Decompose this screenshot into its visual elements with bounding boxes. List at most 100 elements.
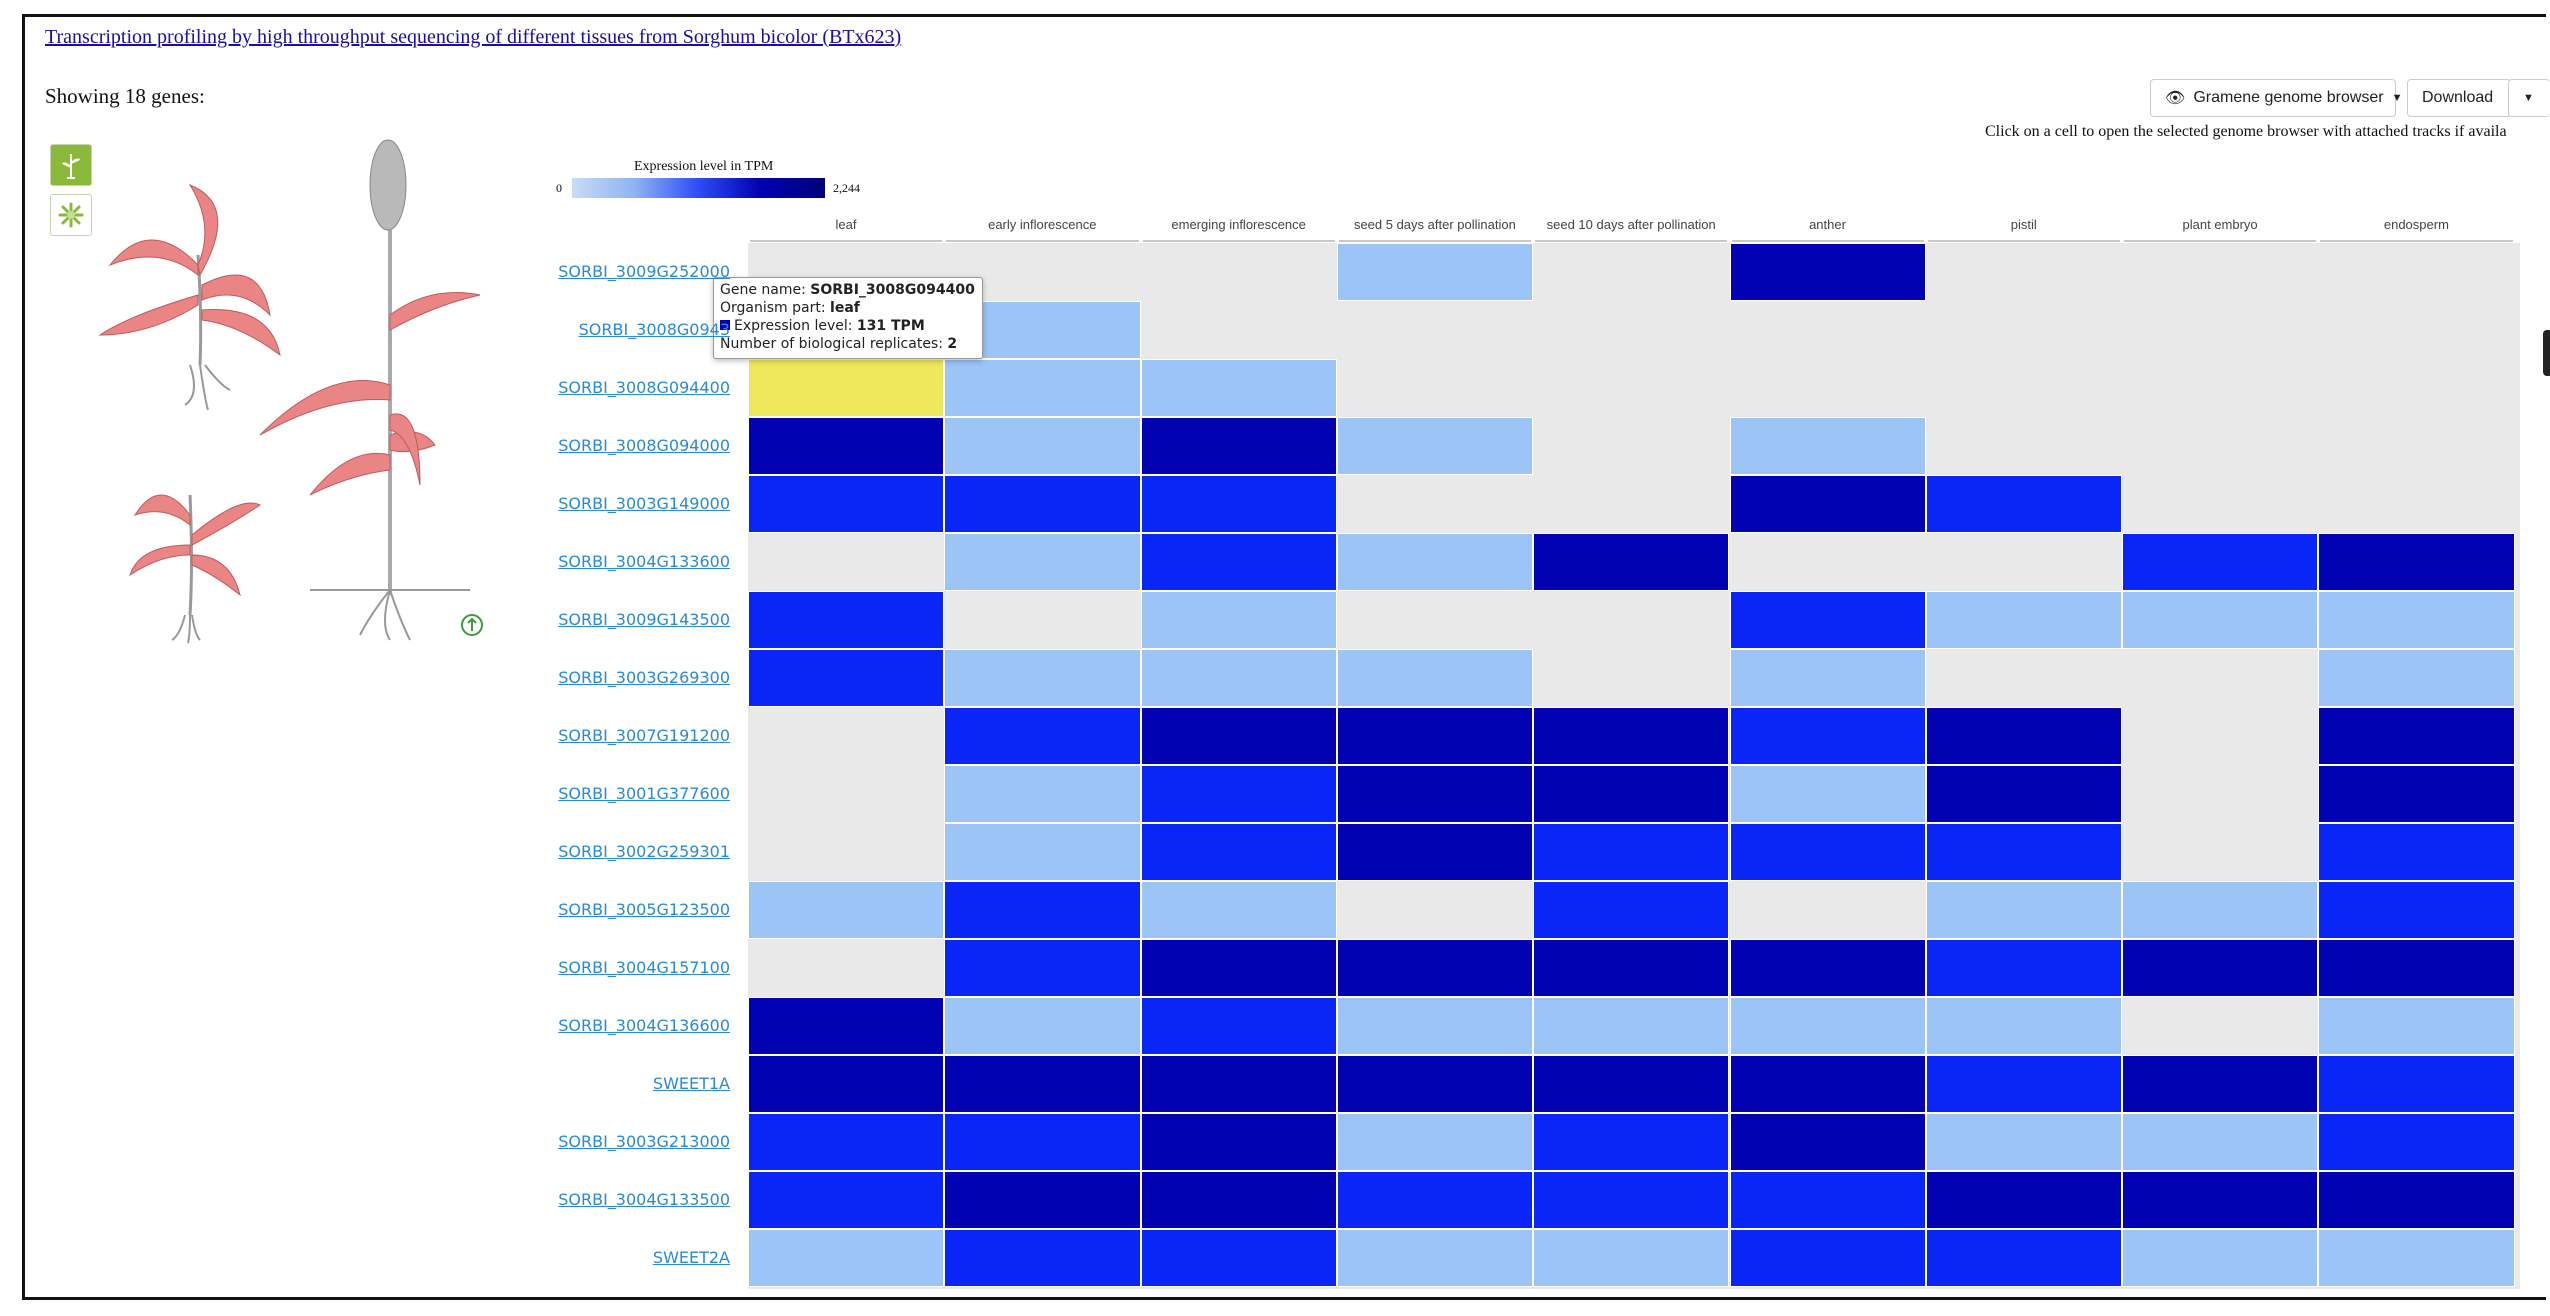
gene-link[interactable]: SORBI_3004G133600: [558, 552, 730, 571]
side-scroll-handle[interactable]: [2543, 330, 2550, 376]
heatmap-cell[interactable]: [1729, 417, 1926, 475]
heatmap-cell[interactable]: [1729, 1055, 1926, 1113]
gene-link[interactable]: SORBI_3001G377600: [558, 784, 730, 803]
heatmap-cell[interactable]: [1533, 1113, 1730, 1171]
heatmap-cell[interactable]: [1925, 1113, 2123, 1171]
heatmap-cell[interactable]: [944, 823, 1141, 881]
heatmap-cell[interactable]: [748, 475, 945, 533]
heatmap-cell[interactable]: [944, 417, 1141, 475]
heatmap-cell[interactable]: [2122, 591, 2319, 649]
heatmap-cell[interactable]: [1336, 649, 1534, 707]
heatmap-cell[interactable]: [1336, 1055, 1534, 1113]
gene-link[interactable]: SORBI_3004G133500: [558, 1190, 730, 1209]
heatmap-cell[interactable]: [2318, 1229, 2515, 1287]
anatomogram-whole-plant-button[interactable]: [50, 144, 92, 186]
heatmap-cell[interactable]: [1729, 475, 1926, 533]
gene-link[interactable]: SORBI_3009G143500: [558, 610, 730, 629]
heatmap-cell[interactable]: [1336, 707, 1534, 765]
gene-link[interactable]: SWEET2A: [652, 1248, 730, 1267]
heatmap-cell[interactable]: [2318, 1171, 2515, 1229]
heatmap-cell[interactable]: [1925, 707, 2123, 765]
heatmap-cell[interactable]: [748, 1229, 945, 1287]
heatmap-cell[interactable]: [2318, 765, 2515, 823]
heatmap-cell[interactable]: [748, 591, 945, 649]
download-dropdown-toggle[interactable]: ▼: [2508, 79, 2550, 117]
gene-link[interactable]: SORBI_3008G0943: [578, 320, 730, 339]
heatmap-cell[interactable]: [944, 765, 1141, 823]
genome-browser-dropdown[interactable]: 👁 Gramene genome browser ▼: [2150, 79, 2403, 117]
heatmap-cell[interactable]: [2318, 939, 2515, 997]
heatmap-cell[interactable]: [748, 417, 945, 475]
heatmap-cell[interactable]: [1533, 997, 1730, 1055]
heatmap-cell[interactable]: [1336, 1171, 1534, 1229]
heatmap-cell[interactable]: [1533, 1055, 1730, 1113]
gene-link[interactable]: SORBI_3002G259301: [558, 842, 730, 861]
gene-link[interactable]: SORBI_3003G213000: [558, 1132, 730, 1151]
heatmap-cell[interactable]: [2318, 881, 2515, 939]
heatmap-cell[interactable]: [1140, 997, 1337, 1055]
heatmap-cell[interactable]: [1336, 1229, 1534, 1287]
heatmap-cell[interactable]: [1533, 1229, 1730, 1287]
gene-link[interactable]: SORBI_3009G252000: [558, 262, 730, 281]
gene-link[interactable]: SORBI_3007G191200: [558, 726, 730, 745]
heatmap-cell[interactable]: [944, 533, 1141, 591]
heatmap-cell[interactable]: [1336, 1113, 1534, 1171]
heatmap-cell[interactable]: [748, 359, 945, 417]
gene-link[interactable]: SWEET1A: [652, 1074, 730, 1093]
heatmap-cell[interactable]: [1729, 939, 1926, 997]
gene-link[interactable]: SORBI_3003G269300: [558, 668, 730, 687]
heatmap-cell[interactable]: [2122, 881, 2319, 939]
heatmap-cell[interactable]: [1140, 707, 1337, 765]
heatmap-cell[interactable]: [1925, 1229, 2123, 1287]
heatmap-cell[interactable]: [944, 359, 1141, 417]
heatmap-cell[interactable]: [944, 1055, 1141, 1113]
heatmap-cell[interactable]: [944, 707, 1141, 765]
heatmap-cell[interactable]: [2318, 997, 2515, 1055]
heatmap-cell[interactable]: [1925, 823, 2123, 881]
heatmap-cell[interactable]: [1140, 359, 1337, 417]
heatmap-cell[interactable]: [2122, 939, 2319, 997]
heatmap-cell[interactable]: [1925, 591, 2123, 649]
heatmap-cell[interactable]: [1533, 823, 1730, 881]
heatmap-cell[interactable]: [1140, 1229, 1337, 1287]
gene-link[interactable]: SORBI_3008G094400: [558, 378, 730, 397]
heatmap-cell[interactable]: [1336, 533, 1534, 591]
heatmap-cell[interactable]: [748, 1171, 945, 1229]
heatmap-cell[interactable]: [1925, 765, 2123, 823]
heatmap-cell[interactable]: [748, 997, 945, 1055]
download-button[interactable]: Download: [2407, 79, 2511, 117]
heatmap-cell[interactable]: [1925, 1055, 2123, 1113]
heatmap-cell[interactable]: [1729, 243, 1926, 301]
heatmap-cell[interactable]: [1729, 1171, 1926, 1229]
heatmap-cell[interactable]: [1140, 533, 1337, 591]
heatmap-cell[interactable]: [1140, 1171, 1337, 1229]
heatmap-cell[interactable]: [1336, 243, 1534, 301]
anatomogram-flower-button[interactable]: [50, 194, 92, 236]
heatmap-cell[interactable]: [1925, 1171, 2123, 1229]
heatmap-cell[interactable]: [944, 1171, 1141, 1229]
heatmap-cell[interactable]: [944, 997, 1141, 1055]
heatmap-cell[interactable]: [2122, 1171, 2319, 1229]
heatmap-cell[interactable]: [1729, 997, 1926, 1055]
heatmap-cell[interactable]: [1729, 591, 1926, 649]
heatmap-cell[interactable]: [1533, 707, 1730, 765]
heatmap-cell[interactable]: [1533, 881, 1730, 939]
heatmap-cell[interactable]: [1729, 649, 1926, 707]
heatmap-cell[interactable]: [748, 649, 945, 707]
gene-link[interactable]: SORBI_3004G136600: [558, 1016, 730, 1035]
heatmap-cell[interactable]: [2318, 1113, 2515, 1171]
heatmap-cell[interactable]: [1925, 997, 2123, 1055]
heatmap-cell[interactable]: [2122, 1055, 2319, 1113]
heatmap-cell[interactable]: [944, 649, 1141, 707]
heatmap-cell[interactable]: [748, 881, 945, 939]
heatmap-cell[interactable]: [944, 1113, 1141, 1171]
heatmap-cell[interactable]: [1140, 417, 1337, 475]
gene-link[interactable]: SORBI_3004G157100: [558, 958, 730, 977]
heatmap-cell[interactable]: [1729, 1113, 1926, 1171]
heatmap-cell[interactable]: [2122, 533, 2319, 591]
heatmap-cell[interactable]: [1533, 533, 1730, 591]
heatmap-cell[interactable]: [1140, 765, 1337, 823]
heatmap-cell[interactable]: [2318, 649, 2515, 707]
heatmap-cell[interactable]: [1336, 417, 1534, 475]
heatmap-cell[interactable]: [944, 939, 1141, 997]
